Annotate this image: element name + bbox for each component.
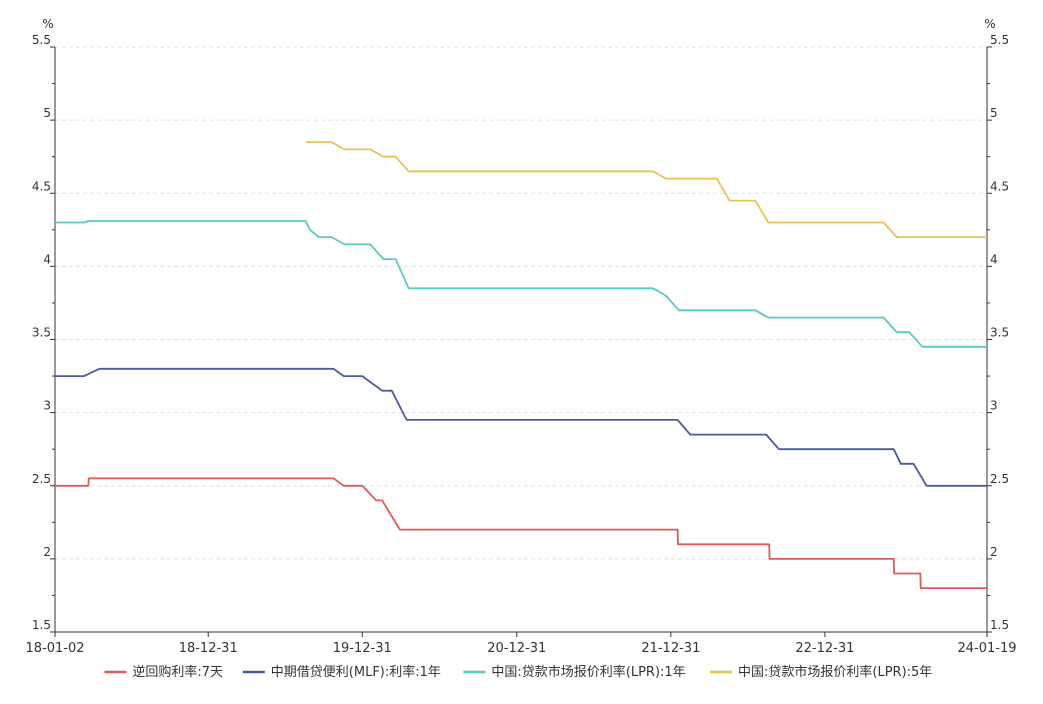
y-tick-label-left: 2	[43, 545, 51, 559]
y-tick-label-right: 5.5	[990, 33, 1009, 47]
y-tick-label-left: 4.5	[32, 179, 51, 193]
y-tick-label-left: 5	[43, 106, 51, 120]
series-line-4	[306, 141, 987, 239]
y-tick-label-right: 1.5	[990, 618, 1009, 632]
x-tick-label: 20-12-31	[487, 641, 546, 656]
axes: 1.5 1.5 2 2 2.5 2.5 3 3 3.5 3.5 4 4 4.5 4.5 5 5 5.5 5.5%%…	[25, 17, 1016, 656]
series-line-3	[55, 220, 987, 348]
y-tick-label-left: 1.5	[32, 618, 51, 632]
y-tick-label-left: 3.5	[32, 326, 51, 340]
y-unit-left: %	[42, 17, 53, 31]
series-line-2	[55, 367, 987, 487]
legend: 逆回购利率:7天 中期借贷便利(MLF):利率:1年 中国:贷款市场报价利率(LPR…	[104, 664, 932, 680]
grid-lines	[55, 46, 987, 560]
y-tick-label-right: 2.5	[990, 472, 1009, 486]
y-unit-right: %	[984, 17, 995, 31]
y-tick-label-right: 2	[990, 545, 998, 559]
series-line-1	[55, 477, 987, 589]
legend-label-1: 逆回购利率:7天	[132, 664, 223, 680]
legend-label-4: 中国:贷款市场报价利率(LPR):5年	[738, 664, 932, 680]
y-tick-label-left: 3	[43, 399, 51, 413]
series-lines	[55, 141, 987, 589]
y-tick-label-right: 3	[990, 399, 998, 413]
y-tick-label-right: 3.5	[990, 326, 1009, 340]
legend-label-3: 中国:贷款市场报价利率(LPR):1年	[491, 664, 685, 680]
x-tick-label: 19-12-31	[333, 641, 392, 656]
y-tick-label-left: 2.5	[32, 472, 51, 486]
x-tick-label: 24-01-19	[957, 641, 1016, 656]
y-tick-label-right: 5	[990, 106, 998, 120]
x-tick-label: 18-01-02	[25, 641, 84, 656]
y-tick-label-left: 5.5	[32, 33, 51, 47]
y-tick-label-left: 4	[43, 252, 51, 266]
x-tick-label: 21-12-31	[641, 641, 700, 656]
y-tick-label-right: 4	[990, 252, 998, 266]
y-tick-label-right: 4.5	[990, 179, 1009, 193]
x-tick-label: 18-12-31	[179, 641, 238, 656]
x-tick-label: 22-12-31	[795, 641, 854, 656]
legend-label-2: 中期借贷便利(MLF):利率:1年	[271, 664, 441, 680]
